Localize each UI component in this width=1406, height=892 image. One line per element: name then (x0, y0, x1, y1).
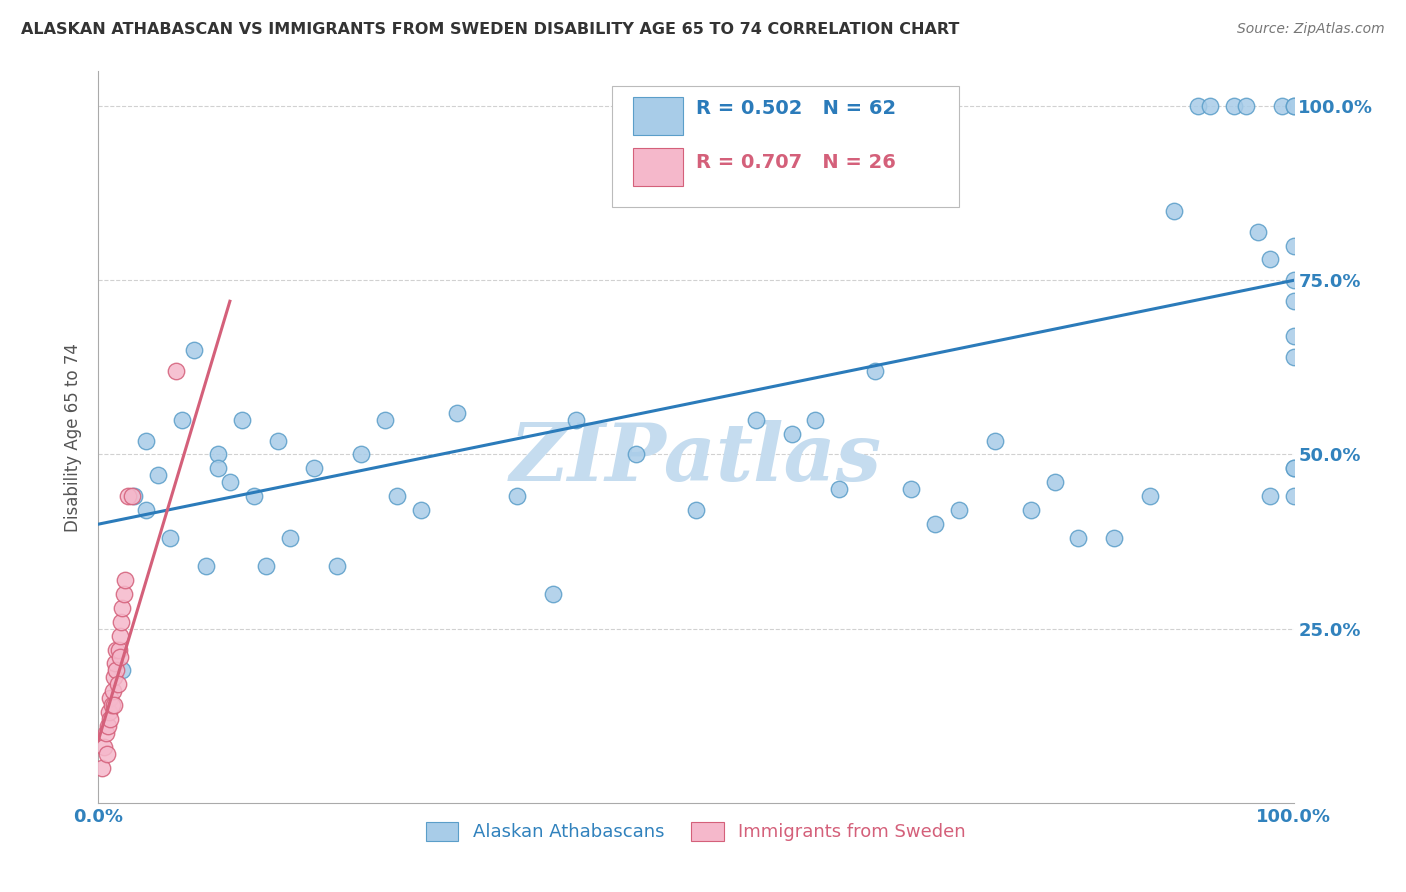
Point (1247, 225, 1270, 239)
Point (172, 412, 194, 426)
Point (278, 531, 301, 545)
Point (1282, 238, 1305, 252)
Point (98, 712, 122, 726)
Point (1104, 531, 1126, 545)
Point (1199, 99, 1222, 113)
Point (96, 747, 118, 761)
Point (105, 664, 128, 678)
Point (165, 364, 187, 378)
Point (385, 489, 409, 503)
Point (506, 489, 529, 503)
Point (117, 489, 139, 503)
Point (105, 642, 128, 657)
Point (1258, 489, 1281, 503)
Text: R = 0.502   N = 62: R = 0.502 N = 62 (696, 99, 896, 118)
Point (103, 670, 125, 684)
Point (159, 531, 181, 545)
Point (219, 475, 242, 490)
Point (107, 677, 129, 691)
Point (111, 600, 134, 615)
Point (924, 517, 946, 532)
Point (135, 503, 157, 517)
Point (1282, 294, 1305, 309)
Point (103, 698, 125, 713)
Point (984, 434, 1007, 448)
Point (1258, 252, 1281, 267)
Point (1234, 99, 1257, 113)
Point (254, 558, 277, 573)
Point (183, 343, 205, 357)
Point (108, 649, 131, 664)
Point (231, 412, 253, 426)
Point (565, 412, 588, 426)
Point (207, 448, 229, 462)
Point (1187, 99, 1209, 113)
Point (124, 489, 146, 503)
Point (804, 412, 827, 426)
Point (1282, 489, 1305, 503)
Point (111, 664, 134, 678)
Text: R = 0.707   N = 26: R = 0.707 N = 26 (696, 153, 896, 172)
Point (780, 426, 803, 441)
Point (865, 364, 887, 378)
Point (828, 483, 851, 497)
Point (91, 761, 114, 775)
Point (97, 719, 120, 733)
Point (110, 615, 132, 629)
Point (1019, 503, 1042, 517)
FancyBboxPatch shape (613, 86, 959, 207)
Point (104, 657, 127, 671)
Point (1139, 489, 1161, 503)
Point (108, 629, 131, 643)
Point (121, 489, 143, 503)
Point (948, 503, 970, 517)
Point (1163, 203, 1185, 218)
Text: Source: ZipAtlas.com: Source: ZipAtlas.com (1237, 22, 1385, 37)
Text: ALASKAN ATHABASCAN VS IMMIGRANTS FROM SWEDEN DISABILITY AGE 65 TO 74 CORRELATION: ALASKAN ATHABASCAN VS IMMIGRANTS FROM SW… (21, 22, 959, 37)
Point (1282, 329, 1305, 343)
Point (101, 684, 124, 698)
Point (302, 461, 325, 475)
Point (411, 503, 433, 517)
Point (350, 448, 373, 462)
Point (148, 468, 170, 483)
Point (100, 698, 122, 713)
Point (541, 587, 564, 601)
Point (98, 705, 121, 719)
Point (98, 691, 122, 706)
Point (1282, 461, 1305, 475)
Point (374, 412, 396, 426)
Legend: Alaskan Athabascans, Immigrants from Sweden: Alaskan Athabascans, Immigrants from Swe… (419, 814, 973, 848)
FancyBboxPatch shape (633, 148, 683, 186)
Point (243, 489, 266, 503)
Point (446, 406, 468, 420)
Point (685, 503, 707, 517)
Point (900, 483, 922, 497)
Point (1282, 350, 1305, 364)
Text: ZIPatlas: ZIPatlas (510, 420, 882, 498)
Point (1271, 99, 1294, 113)
Y-axis label: Disability Age 65 to 74: Disability Age 65 to 74 (65, 343, 83, 532)
Point (1067, 531, 1090, 545)
Point (195, 558, 218, 573)
Point (112, 587, 135, 601)
Point (1282, 99, 1305, 113)
Point (114, 573, 136, 587)
Point (745, 412, 768, 426)
Point (1043, 475, 1066, 490)
Point (1282, 99, 1305, 113)
Point (93, 740, 115, 755)
Point (135, 434, 157, 448)
Point (107, 642, 129, 657)
Point (1282, 461, 1305, 475)
Point (1282, 273, 1305, 287)
FancyBboxPatch shape (633, 97, 683, 135)
Point (207, 461, 229, 475)
Point (94, 726, 117, 740)
Point (1223, 99, 1246, 113)
Point (267, 434, 290, 448)
Point (326, 558, 349, 573)
Point (626, 448, 648, 462)
